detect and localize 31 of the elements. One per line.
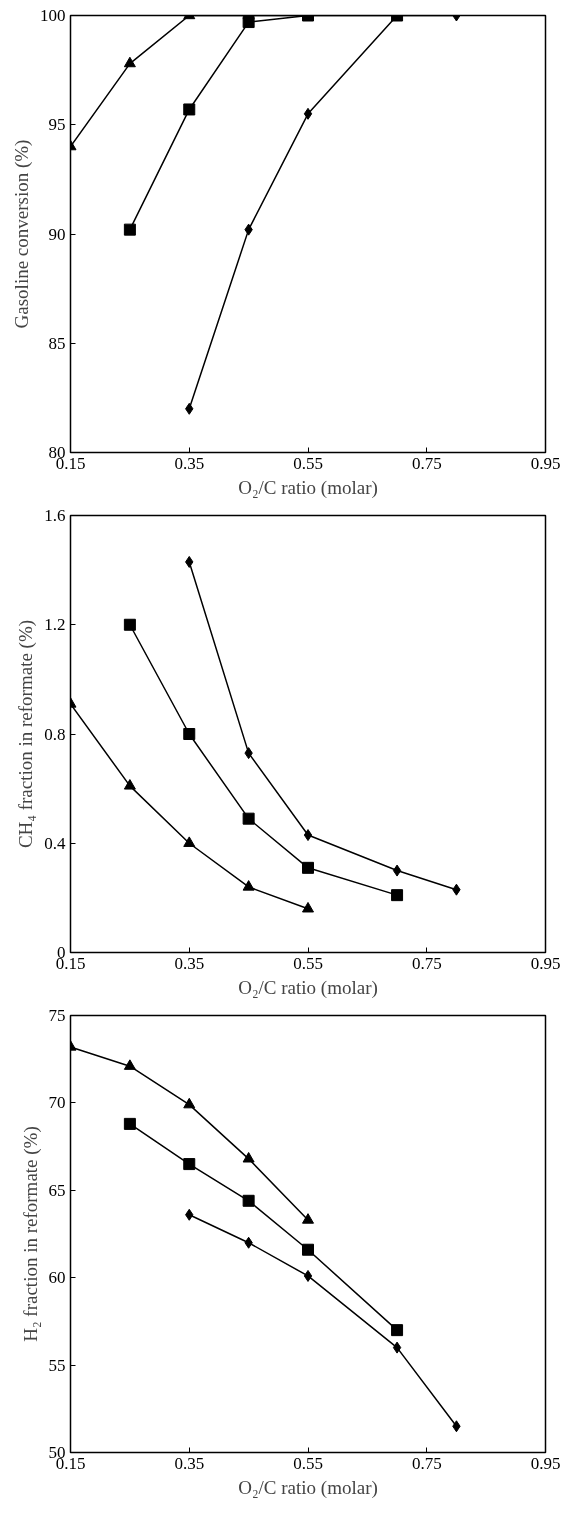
y-tick-label: 0.4 bbox=[44, 833, 66, 853]
x-axis-title: O₂/C ratio (molar) bbox=[238, 976, 378, 999]
x-axis-title: O₂/C ratio (molar) bbox=[238, 1476, 378, 1499]
x-tick-label: 0.55 bbox=[293, 453, 323, 473]
y-tick-label: 70 bbox=[48, 1093, 66, 1113]
x-tick-label: 0.35 bbox=[174, 453, 205, 473]
x-tick-label: 0.55 bbox=[293, 1453, 323, 1473]
x-tick-label: 0.75 bbox=[411, 453, 442, 473]
y-tick-label: 55 bbox=[48, 1355, 66, 1375]
x-tick-label: 0.35 bbox=[174, 953, 205, 973]
y-tick-label: 1.6 bbox=[44, 506, 66, 525]
y-axis-title: H₂ fraction in reformate (%) bbox=[19, 1126, 42, 1342]
y-tick-label: 75 bbox=[48, 1006, 66, 1025]
y-tick-label: 95 bbox=[48, 115, 66, 135]
x-tick-label: 0.55 bbox=[293, 953, 323, 973]
y-tick-label: 1.2 bbox=[44, 615, 66, 635]
y-tick-label: 0.8 bbox=[44, 724, 66, 744]
x-tick-label: 0.95 bbox=[530, 1453, 561, 1473]
y-axis-title: CH₄ fraction in reformate (%) bbox=[15, 619, 38, 849]
y-tick-label: 90 bbox=[48, 224, 66, 244]
x-tick-label: 0.75 bbox=[411, 1453, 442, 1473]
x-tick-label: 0.95 bbox=[530, 453, 561, 473]
x-axis-title: O₂/C ratio (molar) bbox=[238, 476, 378, 499]
y-tick-label: 65 bbox=[48, 1180, 66, 1200]
y-axis-title: Gasoline conversion (%) bbox=[11, 139, 33, 329]
x-tick-label: 0.75 bbox=[411, 953, 442, 973]
x-tick-label: 0.95 bbox=[530, 953, 561, 973]
y-tick-label: 60 bbox=[48, 1268, 66, 1288]
y-tick-label: 85 bbox=[48, 333, 66, 353]
x-tick-label: 0.35 bbox=[174, 1453, 205, 1473]
y-tick-label: 100 bbox=[40, 6, 66, 25]
